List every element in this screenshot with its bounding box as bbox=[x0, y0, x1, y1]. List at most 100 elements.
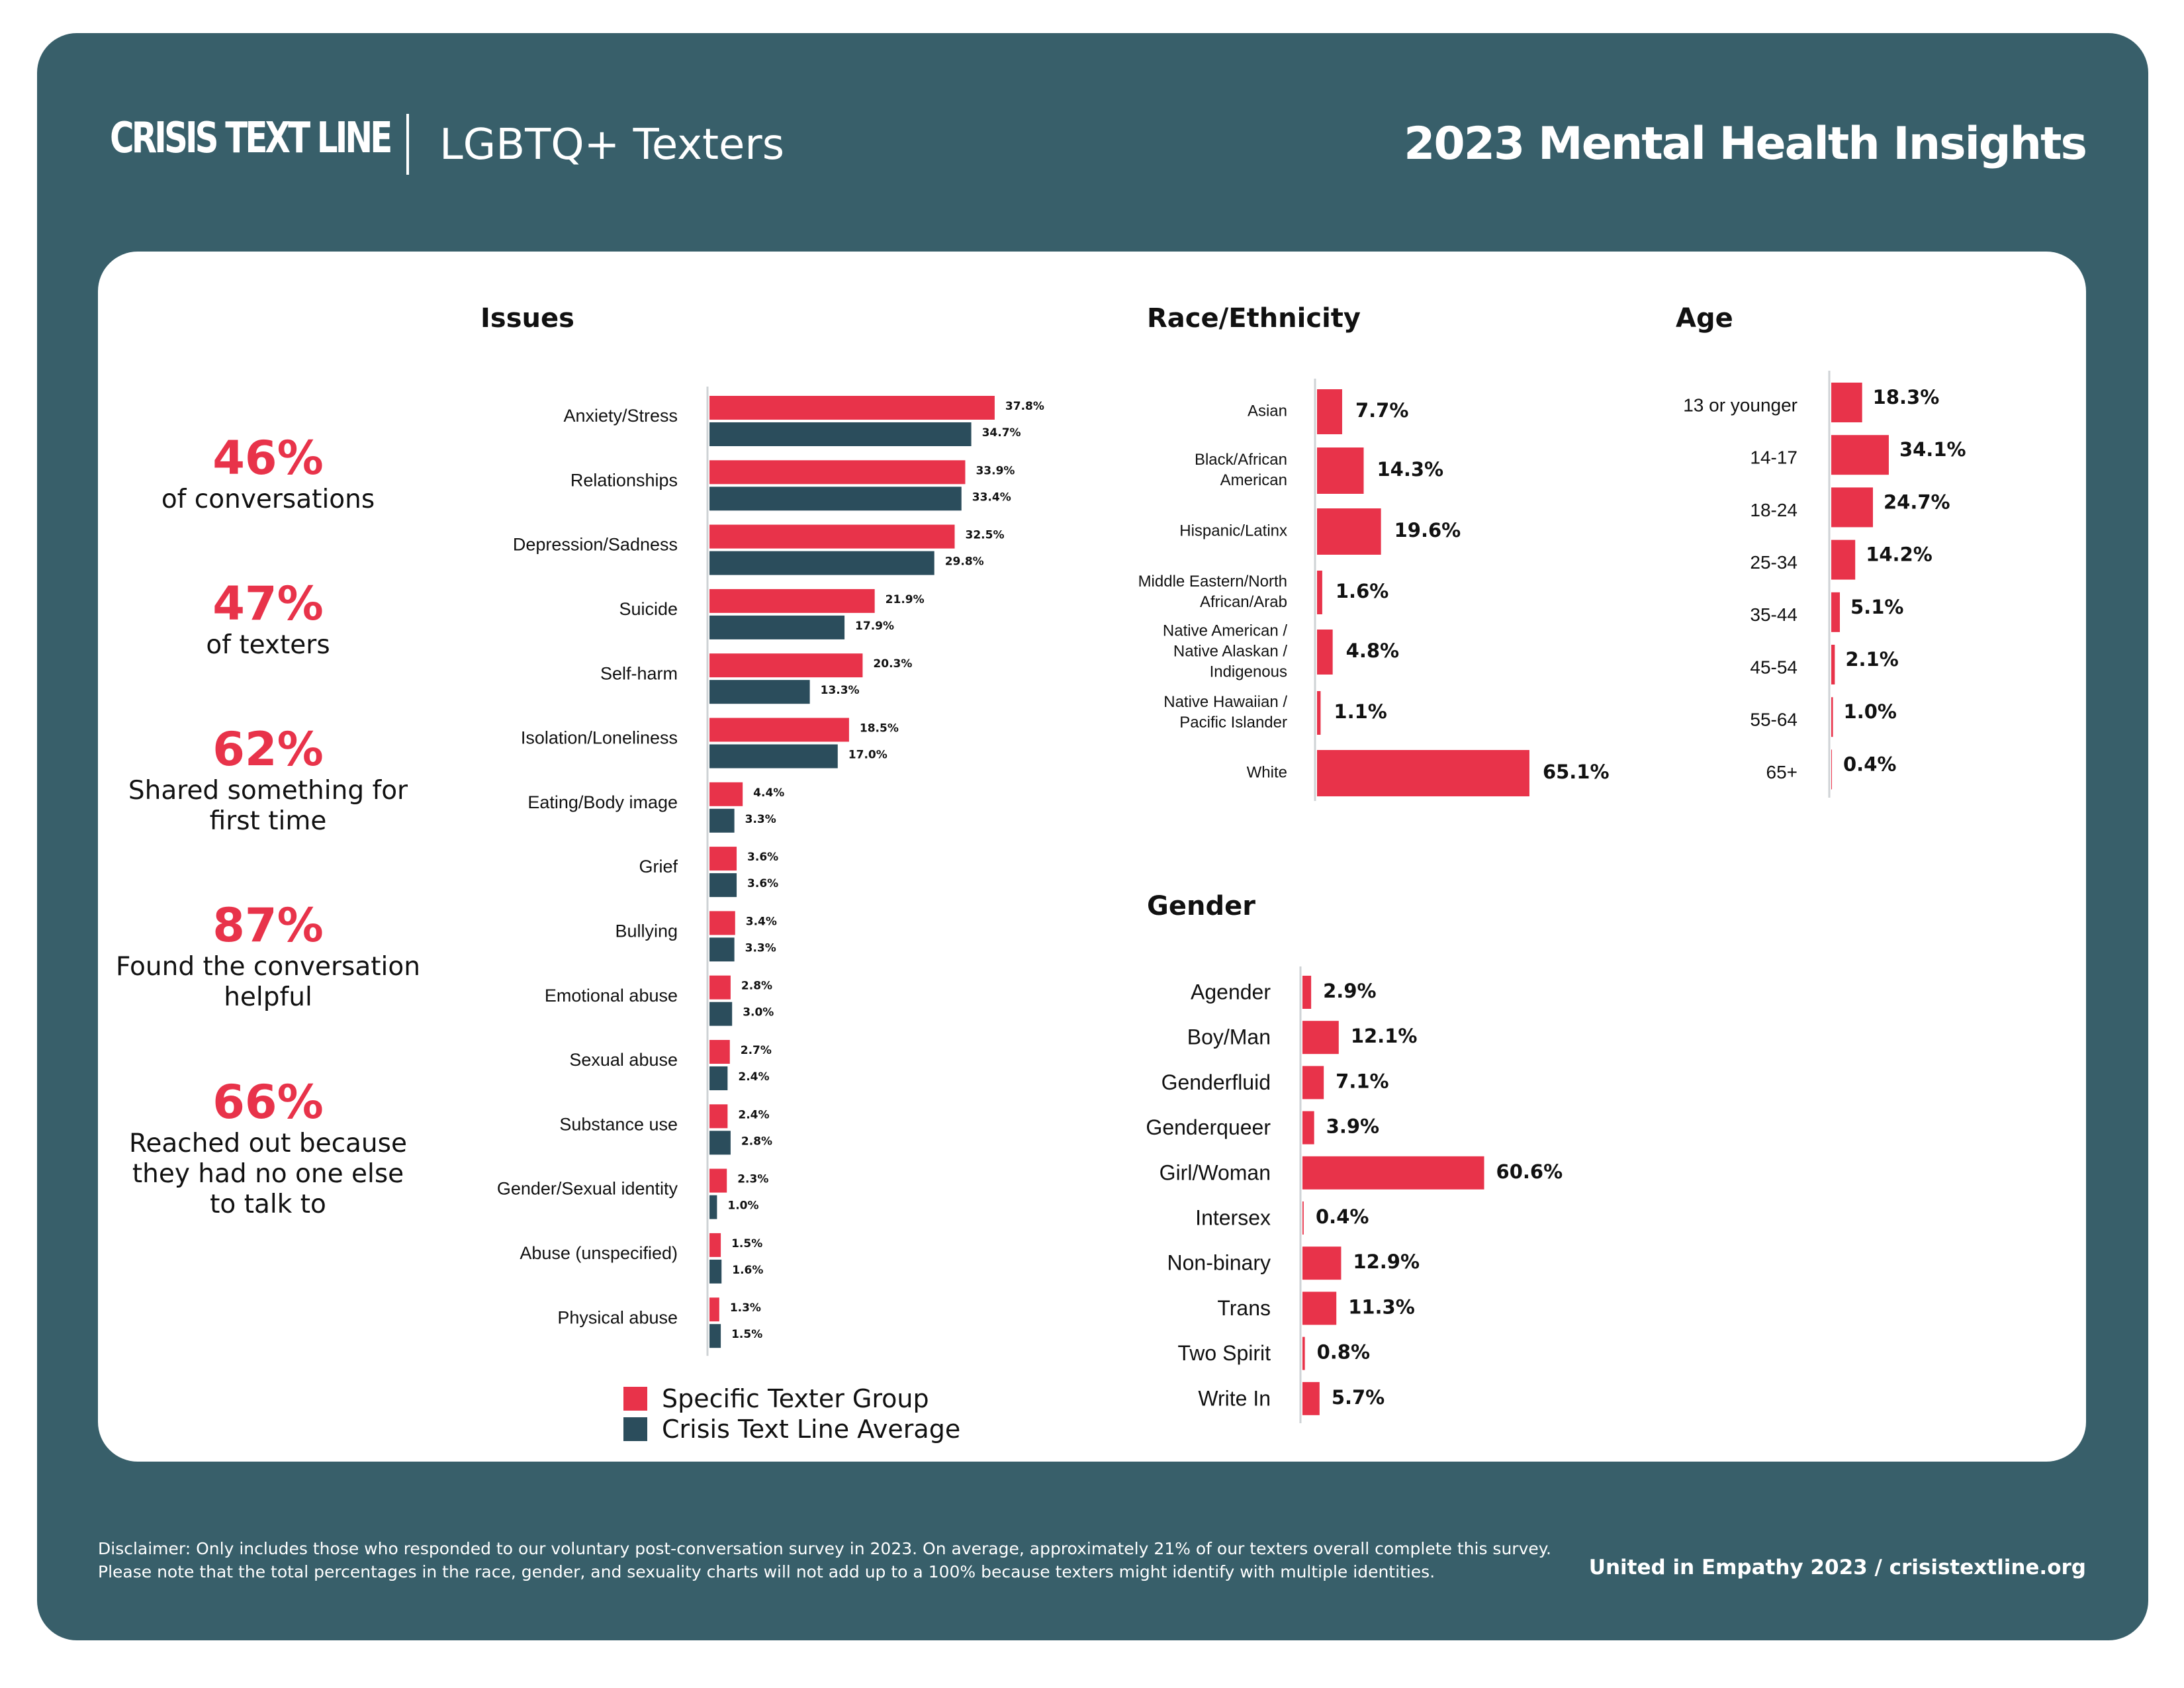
issues-label-isolation-loneliness: Isolation/Loneliness bbox=[521, 728, 678, 748]
stat-helpful: 87% Found the conversation helpful bbox=[116, 899, 420, 1013]
race-label-native-american-native-alaskan-indigenous-1: Native Alaskan / bbox=[1173, 642, 1287, 660]
gender-title: Gender bbox=[1147, 891, 1255, 921]
header-divider bbox=[406, 114, 409, 175]
race-label-native-american-native-alaskan-indigenous-2: Indigenous bbox=[1210, 663, 1287, 680]
gender-label-two-spirit: Two Spirit bbox=[1178, 1341, 1271, 1365]
race-label-native-hawaiian-pacific-islander-1: Pacific Islander bbox=[1179, 714, 1287, 731]
stat-value: 46% bbox=[212, 431, 324, 485]
gender-bar-genderfluid bbox=[1302, 1066, 1324, 1100]
age-value-55-64: 1.0% bbox=[1844, 700, 1897, 723]
gender-label-boy-man: Boy/Man bbox=[1187, 1025, 1271, 1049]
issues-bar-average-eating-body-image bbox=[709, 808, 735, 833]
age-bar-25-34 bbox=[1831, 539, 1856, 580]
gender-bar-trans bbox=[1302, 1291, 1337, 1325]
issues-bar-specific-abuse-unspecified bbox=[709, 1233, 721, 1257]
issues-bar-specific-isolation-loneliness bbox=[709, 718, 849, 742]
race-bar-asian bbox=[1317, 389, 1342, 434]
issues-value-average-sexual-abuse: 2.4% bbox=[738, 1070, 769, 1084]
disclaimer-line-1: Disclaimer: Only includes those who resp… bbox=[98, 1539, 1551, 1558]
issues-bar-specific-gender-sexual-identity bbox=[709, 1168, 727, 1193]
age-label-65: 65+ bbox=[1766, 762, 1798, 782]
gender-value-agender: 2.9% bbox=[1323, 980, 1376, 1002]
issues-label-sexual-abuse: Sexual abuse bbox=[569, 1050, 678, 1070]
issues-value-average-bullying: 3.3% bbox=[745, 941, 776, 955]
race-label-black-african-american-0: Black/African bbox=[1195, 451, 1287, 469]
gender-value-boy-man: 12.1% bbox=[1351, 1025, 1418, 1047]
issues-bar-average-depression-sadness bbox=[709, 551, 934, 575]
issues-value-specific-substance-use: 2.4% bbox=[738, 1108, 769, 1121]
issues-value-specific-relationships: 33.9% bbox=[976, 464, 1015, 477]
gender-bar-intersex bbox=[1302, 1201, 1304, 1235]
age-value-35-44: 5.1% bbox=[1850, 596, 1903, 618]
stat-value: 87% bbox=[212, 898, 324, 953]
stat-texters: 47% of texters bbox=[106, 577, 430, 661]
issues-value-specific-emotional-abuse: 2.8% bbox=[741, 980, 772, 993]
stat-text: of texters bbox=[206, 630, 330, 660]
issues-label-self-harm: Self-harm bbox=[600, 663, 678, 683]
issues-bar-average-anxiety-stress bbox=[709, 422, 972, 446]
brand-logo: CRISIS TEXT LINE bbox=[110, 114, 392, 163]
stat-text: Found the conversation helpful bbox=[116, 952, 420, 1012]
legend-label-specific: Specific Texter Group bbox=[662, 1384, 929, 1413]
age-value-25-34: 14.2% bbox=[1866, 543, 1933, 566]
issues-value-specific-sexual-abuse: 2.7% bbox=[741, 1044, 772, 1057]
issues-title: Issues bbox=[480, 303, 574, 334]
issues-label-anxiety-stress: Anxiety/Stress bbox=[563, 406, 678, 426]
gender-label-non-binary: Non-binary bbox=[1167, 1251, 1271, 1275]
issues-value-average-suicide: 17.9% bbox=[855, 620, 894, 633]
age-label-35-44: 35-44 bbox=[1750, 604, 1797, 625]
issues-bar-average-self-harm bbox=[709, 680, 810, 704]
gender-label-genderfluid: Genderfluid bbox=[1161, 1070, 1271, 1094]
age-title: Age bbox=[1676, 303, 1733, 334]
age-value-18-24: 24.7% bbox=[1884, 491, 1950, 513]
issues-value-average-depression-sadness: 29.8% bbox=[945, 555, 984, 569]
age-bar-35-44 bbox=[1831, 592, 1841, 632]
issues-label-physical-abuse: Physical abuse bbox=[557, 1307, 678, 1327]
gender-value-genderqueer: 3.9% bbox=[1326, 1115, 1379, 1138]
issues-value-specific-anxiety-stress: 37.8% bbox=[1005, 400, 1044, 413]
disclaimer: Disclaimer: Only includes those who resp… bbox=[98, 1537, 1686, 1583]
issues-label-gender-sexual-identity: Gender/Sexual identity bbox=[497, 1179, 678, 1199]
issues-label-depression-sadness: Depression/Sadness bbox=[513, 535, 678, 555]
issues-value-average-self-harm: 13.3% bbox=[821, 684, 860, 697]
issues-bar-average-sexual-abuse bbox=[709, 1066, 728, 1090]
content-card bbox=[98, 252, 2086, 1462]
issues-value-specific-self-harm: 20.3% bbox=[873, 657, 912, 671]
issues-bar-specific-substance-use bbox=[709, 1104, 728, 1129]
race-label-native-american-native-alaskan-indigenous-0: Native American / bbox=[1163, 622, 1287, 639]
legend-item-average: Crisis Text Line Average bbox=[623, 1414, 960, 1444]
stat-conversations: 46% of conversations bbox=[106, 432, 430, 515]
age-value-65: 0.4% bbox=[1843, 753, 1896, 775]
stat-value: 66% bbox=[212, 1075, 324, 1129]
race-bar-white bbox=[1317, 750, 1529, 796]
gender-label-girl-woman: Girl/Woman bbox=[1160, 1160, 1271, 1184]
race-label-middle-eastern-north-african-arab-0: Middle Eastern/North bbox=[1138, 573, 1287, 590]
gender-value-intersex: 0.4% bbox=[1316, 1205, 1369, 1228]
race-bar-black-african-american bbox=[1317, 447, 1364, 494]
issues-bar-specific-relationships bbox=[709, 460, 966, 485]
issues-bar-average-gender-sexual-identity bbox=[709, 1195, 717, 1219]
race-value-native-hawaiian-pacific-islander: 1.1% bbox=[1334, 700, 1387, 723]
issues-value-average-abuse-unspecified: 1.6% bbox=[732, 1264, 763, 1277]
age-bar-55-64 bbox=[1831, 697, 1833, 737]
gender-bar-two-spirit bbox=[1302, 1336, 1305, 1370]
issues-value-average-emotional-abuse: 3.0% bbox=[743, 1006, 774, 1019]
gender-value-trans: 11.3% bbox=[1348, 1295, 1415, 1318]
issues-label-substance-use: Substance use bbox=[559, 1114, 678, 1134]
gender-label-write-in: Write In bbox=[1198, 1386, 1271, 1410]
issues-bar-specific-grief bbox=[709, 847, 737, 871]
age-bar-45-54 bbox=[1831, 645, 1835, 684]
gender-bar-write-in bbox=[1302, 1382, 1320, 1415]
issues-label-emotional-abuse: Emotional abuse bbox=[545, 986, 678, 1006]
legend-swatch-average bbox=[623, 1417, 647, 1441]
age-label-18-24: 18-24 bbox=[1750, 500, 1797, 520]
gender-value-write-in: 5.7% bbox=[1332, 1386, 1385, 1409]
gender-label-intersex: Intersex bbox=[1195, 1205, 1271, 1229]
age-label-45-54: 45-54 bbox=[1750, 657, 1797, 677]
gender-label-genderqueer: Genderqueer bbox=[1146, 1115, 1271, 1139]
race-label-black-african-american-1: American bbox=[1220, 471, 1287, 489]
race-bar-native-hawaiian-pacific-islander bbox=[1317, 691, 1321, 735]
issues-value-specific-abuse-unspecified: 1.5% bbox=[731, 1237, 762, 1250]
issues-bar-specific-emotional-abuse bbox=[709, 975, 731, 1000]
